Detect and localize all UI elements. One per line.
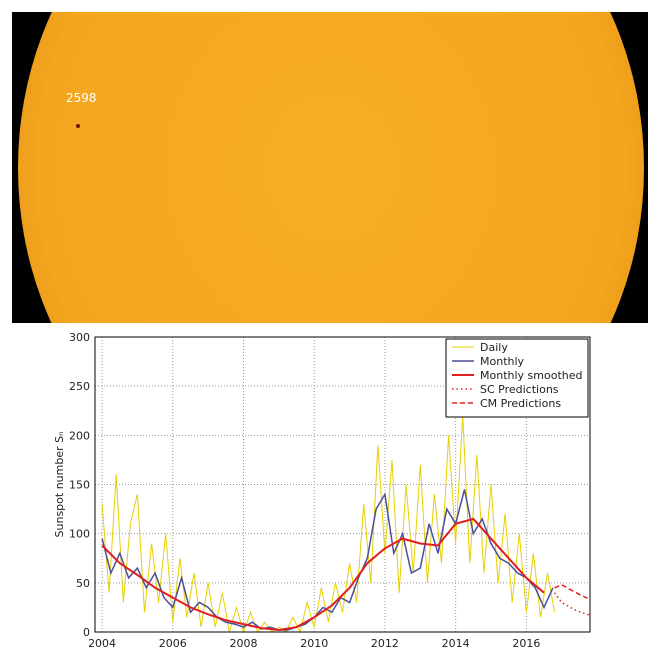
- chart: 0 50 100 150 200 250 300 2004 2006 2008 2010 2012 20…: [53, 331, 591, 650]
- y-tick-label: 50: [76, 577, 90, 590]
- legend-label: CM Predictions: [480, 397, 561, 410]
- sun-disc: [18, 12, 644, 323]
- legend-box: [445, 338, 589, 418]
- x-tick-label: 2012: [371, 637, 399, 650]
- series-line: [101, 415, 556, 634]
- y-tick-label: 300: [69, 331, 90, 344]
- region-label: 2598: [66, 91, 97, 105]
- x-tick-label: 2008: [230, 637, 258, 650]
- y-tick-label: 200: [69, 429, 90, 442]
- x-tick-label: 2016: [512, 637, 540, 650]
- y-axis-label: Sunspot number Sₙ: [53, 432, 66, 538]
- legend-label: SC Predictions: [480, 383, 559, 396]
- x-tick-label: 2006: [159, 637, 187, 650]
- sunspot: [76, 124, 80, 128]
- x-tick-label: 2004: [88, 637, 116, 650]
- y-tick-label: 150: [69, 479, 90, 492]
- sun-image: 2598: [12, 12, 648, 323]
- legend-label: Monthly smoothed: [480, 369, 582, 382]
- legend-label: Monthly: [480, 355, 525, 368]
- series-line: [101, 489, 554, 631]
- x-tick-label: 2014: [442, 637, 470, 650]
- plot-frame: [94, 336, 591, 633]
- y-tick-label: 100: [69, 528, 90, 541]
- y-tick-label: 250: [69, 380, 90, 393]
- series-line: [554, 583, 591, 601]
- legend-label: Daily: [480, 341, 508, 354]
- y-tick-label: 0: [83, 626, 90, 639]
- x-tick-label: 2010: [300, 637, 328, 650]
- series-line: [101, 517, 545, 632]
